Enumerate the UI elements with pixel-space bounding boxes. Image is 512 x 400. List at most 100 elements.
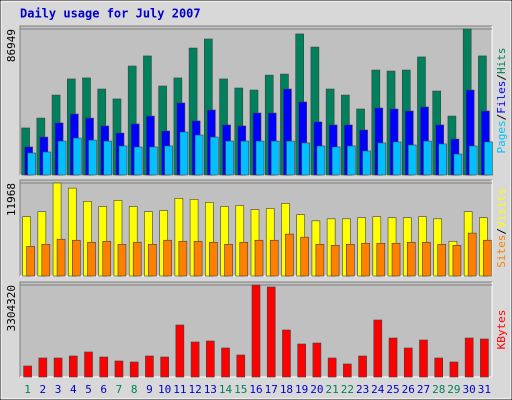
x-tick-label: 31 xyxy=(478,383,491,396)
bar xyxy=(331,146,341,176)
bar xyxy=(484,141,493,176)
bar xyxy=(56,238,66,277)
x-tick-label: 8 xyxy=(131,383,138,396)
bar xyxy=(160,356,169,378)
x-tick-label: 14 xyxy=(219,383,233,396)
bar xyxy=(377,142,387,176)
bar xyxy=(453,153,463,176)
bar xyxy=(148,243,157,277)
bar xyxy=(118,145,128,176)
bar xyxy=(312,342,322,378)
bar xyxy=(388,337,398,378)
bar xyxy=(41,243,51,277)
bar xyxy=(483,239,492,277)
y-tick-label: 86949 xyxy=(5,29,18,62)
bar xyxy=(133,146,143,176)
bar xyxy=(175,324,185,378)
legend-separator: / xyxy=(495,228,508,235)
bar xyxy=(88,139,97,176)
bar xyxy=(129,361,139,378)
chart-title: Daily usage for July 2007 xyxy=(20,7,201,21)
x-tick-label: 1 xyxy=(24,383,31,396)
bar xyxy=(190,341,200,378)
bar xyxy=(438,143,448,176)
x-tick-label: 18 xyxy=(280,383,293,396)
bar xyxy=(376,242,386,277)
x-tick-label: 11 xyxy=(173,383,186,396)
x-tick-label: 30 xyxy=(463,383,476,396)
legend-entry: Sites xyxy=(495,235,508,268)
bar xyxy=(27,152,36,176)
x-tick-label: 22 xyxy=(341,383,354,396)
bar xyxy=(297,343,306,378)
bar xyxy=(347,145,356,176)
bar xyxy=(225,140,234,176)
y-tick-label: 3304320 xyxy=(5,285,18,331)
x-tick-label: 24 xyxy=(371,383,385,396)
bar xyxy=(99,356,109,378)
bar xyxy=(282,329,291,378)
bar xyxy=(468,145,478,176)
x-tick-label: 3 xyxy=(55,383,62,396)
bar xyxy=(163,239,172,277)
bar xyxy=(102,240,112,277)
bar xyxy=(449,361,459,378)
legend-entry: Hits xyxy=(495,48,508,75)
x-tick-label: 12 xyxy=(188,383,201,396)
bar xyxy=(26,246,35,277)
bar xyxy=(301,142,310,176)
x-tick-label: 17 xyxy=(265,383,278,396)
legend-entry: Visits xyxy=(495,188,508,228)
x-tick-label: 21 xyxy=(326,383,339,396)
legend-separator: / xyxy=(495,74,508,81)
bar xyxy=(236,354,246,378)
bar xyxy=(117,243,127,277)
x-tick-label: 19 xyxy=(295,383,308,396)
bar xyxy=(132,241,142,277)
bar xyxy=(285,233,294,277)
y-tick-label: 11968 xyxy=(5,183,18,216)
bar xyxy=(206,340,215,378)
bar xyxy=(103,140,113,176)
bar xyxy=(316,145,326,176)
x-tick-label: 15 xyxy=(234,383,247,396)
bar xyxy=(330,245,340,277)
bar xyxy=(42,151,52,176)
x-tick-label: 6 xyxy=(100,383,107,396)
x-tick-label: 7 xyxy=(116,383,123,396)
bar xyxy=(114,360,124,378)
bar xyxy=(221,347,230,378)
x-tick-label: 5 xyxy=(85,383,92,396)
bar xyxy=(266,286,276,378)
bar xyxy=(72,137,82,176)
x-tick-label: 9 xyxy=(146,383,153,396)
legend-entry: KBytes xyxy=(495,310,508,350)
x-tick-label: 4 xyxy=(70,383,77,396)
bar xyxy=(269,239,279,277)
bar xyxy=(467,232,477,277)
bar xyxy=(343,363,352,378)
bar xyxy=(315,243,325,277)
legend: KBytes xyxy=(495,310,508,350)
bar xyxy=(362,150,371,176)
x-tick-label: 27 xyxy=(417,383,430,396)
bar xyxy=(145,355,154,378)
legend: Sites/Visits xyxy=(495,188,508,268)
bar xyxy=(53,357,63,378)
bar xyxy=(240,140,250,176)
x-tick-label: 2 xyxy=(40,383,47,396)
legend-separator: / xyxy=(495,114,508,121)
bar xyxy=(178,240,188,277)
bar xyxy=(358,355,367,378)
bar xyxy=(224,243,233,277)
x-tick-label: 29 xyxy=(447,383,460,396)
bar xyxy=(452,245,462,277)
bar xyxy=(464,337,474,378)
x-tick-label: 26 xyxy=(402,383,415,396)
x-tick-label: 28 xyxy=(432,383,445,396)
bar xyxy=(346,243,355,277)
bar xyxy=(194,134,204,176)
bar xyxy=(255,140,265,176)
